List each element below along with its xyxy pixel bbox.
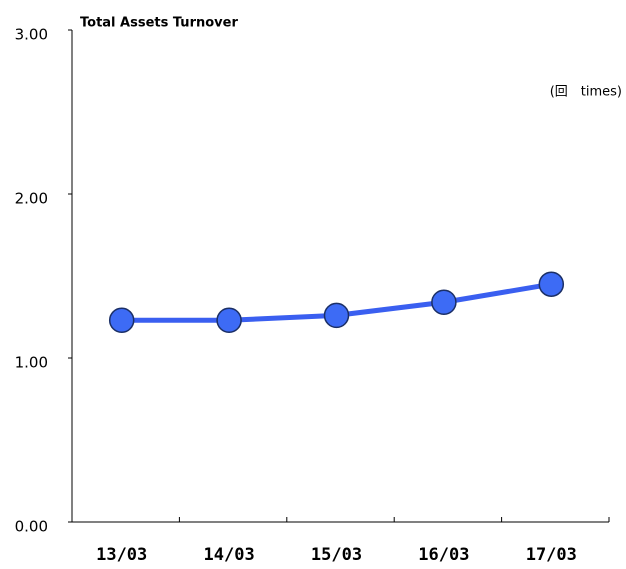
x-tick-label: 14/03 bbox=[204, 545, 255, 565]
x-tick-label: 17/03 bbox=[526, 545, 577, 565]
y-tick-label: 3.00 bbox=[15, 26, 48, 44]
chart-title: Total Assets Turnover bbox=[80, 16, 238, 31]
unit-label: (回 times) bbox=[550, 85, 622, 100]
marker bbox=[216, 307, 242, 334]
marker bbox=[431, 289, 457, 315]
marker bbox=[108, 307, 135, 334]
x-tick-label: 13/03 bbox=[96, 545, 147, 565]
x-tick-label: 16/03 bbox=[418, 545, 469, 565]
y-tick-label: 1.00 bbox=[15, 354, 48, 372]
marker bbox=[538, 271, 565, 297]
marker bbox=[323, 302, 350, 329]
x-tick-label: 15/03 bbox=[311, 545, 362, 565]
y-tick-label: 0.00 bbox=[15, 518, 48, 536]
y-tick-label: 2.00 bbox=[15, 190, 48, 208]
